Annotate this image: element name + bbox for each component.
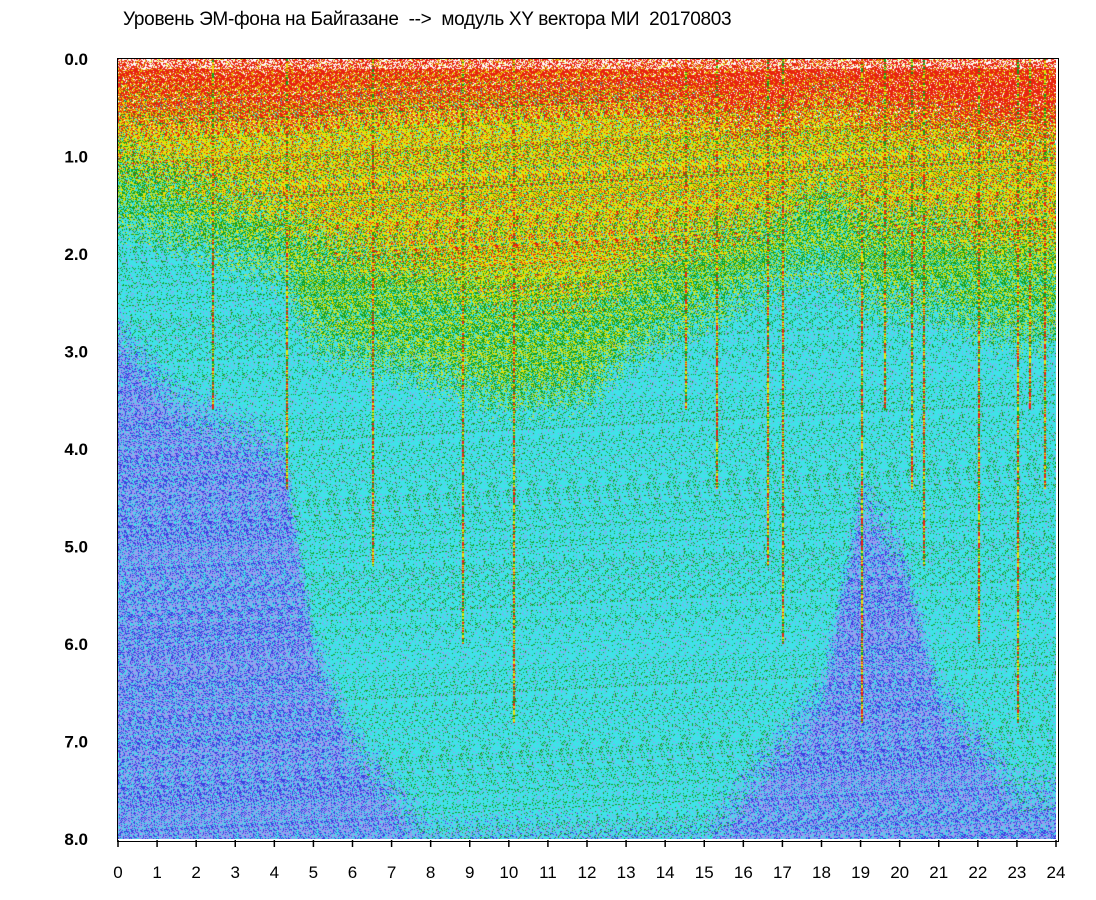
x-tick-label: 15: [695, 863, 714, 882]
x-tick-label: 8: [426, 863, 435, 882]
chart-title: Уровень ЭМ-фона на Байгазане --> модуль …: [123, 9, 732, 30]
x-tick-label: 23: [1007, 863, 1026, 882]
x-tick-label: 21: [929, 863, 948, 882]
x-tick-label: 10: [499, 863, 518, 882]
x-tick-label: 13: [617, 863, 636, 882]
x-tick-label: 5: [309, 863, 318, 882]
x-axis: 0 1 2 3 4 5 6 7 8 9 10 11 12 13 14 15 16 17 18 19 20 21 22 23 24: [113, 840, 1065, 882]
y-tick-label: 1.0: [64, 148, 88, 167]
y-tick-label: 5.0: [64, 538, 88, 557]
x-tick-label: 2: [191, 863, 200, 882]
x-tick-label: 20: [890, 863, 909, 882]
x-tick-label: 11: [539, 863, 557, 882]
x-tick-label: 18: [812, 863, 831, 882]
x-tick-label: 14: [656, 863, 675, 882]
y-tick-label: 2.0: [64, 245, 88, 264]
x-tick-label: 16: [734, 863, 753, 882]
x-tick-label: 9: [465, 863, 474, 882]
x-tick-label: 19: [851, 863, 870, 882]
y-tick-label: 4.0: [64, 440, 88, 459]
x-tick-label: 4: [270, 863, 279, 882]
y-tick-label: 0.0: [64, 50, 88, 69]
x-tick-label: 17: [773, 863, 792, 882]
x-tick-label: 1: [152, 863, 161, 882]
x-tick-label: 3: [231, 863, 240, 882]
y-tick-label: 7.0: [64, 733, 88, 752]
x-tick-label: 0: [113, 863, 122, 882]
x-tick-label: 6: [348, 863, 357, 882]
y-tick-label: 8.0: [64, 830, 88, 849]
y-tick-label: 3.0: [64, 343, 88, 362]
x-tick-label: 22: [968, 863, 987, 882]
x-tick-label: 12: [578, 863, 597, 882]
y-axis: 0.0 1.0 2.0 3.0 4.0 5.0 6.0 7.0 8.0: [64, 50, 88, 849]
x-tick-label: 24: [1047, 863, 1066, 882]
y-tick-label: 6.0: [64, 635, 88, 654]
x-tick-label: 7: [387, 863, 396, 882]
heatmap-plot-area: [118, 59, 1056, 839]
